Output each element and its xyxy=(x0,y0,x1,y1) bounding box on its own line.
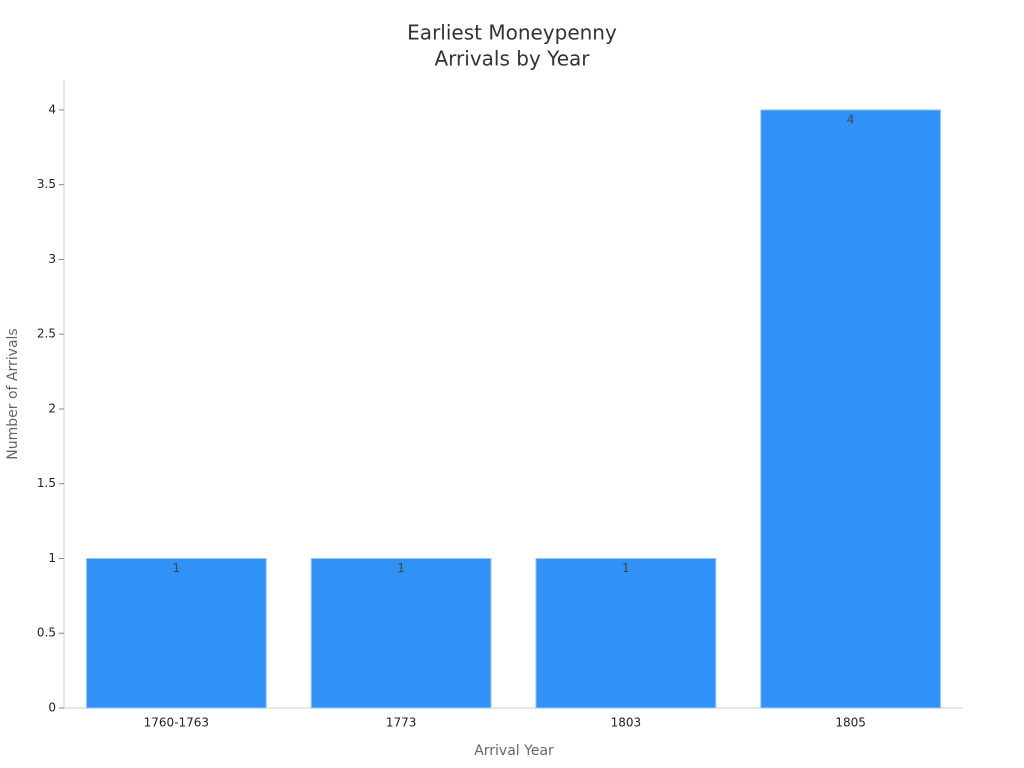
y-tick-label: 1 xyxy=(48,551,56,565)
y-axis-title: Number of Arrivals xyxy=(5,328,21,459)
y-tick-label: 0.5 xyxy=(37,626,56,640)
bar xyxy=(85,557,267,709)
bar xyxy=(760,109,942,709)
y-tick-label: 1.5 xyxy=(37,476,56,490)
y-tick-label: 0 xyxy=(48,701,56,715)
y-tick-label: 2.5 xyxy=(37,327,56,341)
chart-title: Arrivals by Year xyxy=(435,47,591,71)
y-tick-label: 2 xyxy=(48,401,56,415)
x-tick-label: 1760-1763 xyxy=(144,716,209,730)
chart-title: Earliest Moneypenny xyxy=(407,21,617,45)
value-label: 1 xyxy=(622,561,630,575)
x-tick-label: 1803 xyxy=(611,716,642,730)
x-tick-label: 1773 xyxy=(386,716,417,730)
y-tick-label: 3 xyxy=(48,252,56,266)
bar xyxy=(535,557,717,709)
y-tick-label: 3.5 xyxy=(37,177,56,191)
x-axis-title: Arrival Year xyxy=(474,743,554,759)
y-tick-label: 4 xyxy=(48,102,56,116)
bar xyxy=(310,557,492,709)
value-label: 4 xyxy=(847,112,855,126)
value-label: 1 xyxy=(173,561,181,575)
x-tick-label: 1805 xyxy=(835,716,866,730)
value-label: 1 xyxy=(397,561,405,575)
